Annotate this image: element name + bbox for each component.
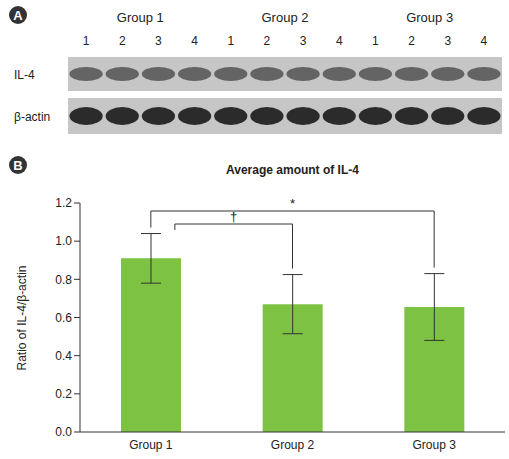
svg-text:4: 4 (336, 34, 343, 48)
svg-text:Group 2: Group 2 (271, 438, 315, 452)
svg-text:1: 1 (372, 34, 379, 48)
svg-text:Group 2: Group 2 (262, 10, 309, 25)
svg-text:Average amount of IL-4: Average amount of IL-4 (226, 163, 359, 177)
svg-text:1: 1 (227, 34, 234, 48)
svg-text:2: 2 (119, 34, 126, 48)
svg-text:*: * (290, 196, 295, 211)
svg-text:0.0: 0.0 (55, 425, 72, 439)
svg-text:4: 4 (191, 34, 198, 48)
svg-text:Group 3: Group 3 (412, 438, 456, 452)
svg-text:β-actin: β-actin (14, 110, 50, 124)
svg-text:3: 3 (155, 34, 162, 48)
svg-text:1: 1 (83, 34, 90, 48)
html-text:Ratio of IL-4/β-actin: Ratio of IL-4/β-actin (15, 265, 29, 370)
svg-text:†: † (230, 209, 237, 224)
svg-text:3: 3 (300, 34, 307, 48)
svg-text:3: 3 (444, 34, 451, 48)
svg-text:IL-4: IL-4 (14, 68, 35, 82)
svg-text:0.4: 0.4 (55, 349, 72, 363)
svg-text:Group 3: Group 3 (406, 10, 453, 25)
svg-text:B: B (13, 158, 22, 173)
svg-text:A: A (13, 8, 23, 23)
svg-text:0.2: 0.2 (55, 387, 72, 401)
svg-text:4: 4 (481, 34, 488, 48)
svg-text:2: 2 (264, 34, 271, 48)
svg-text:Group 1: Group 1 (129, 438, 173, 452)
svg-text:Group 1: Group 1 (117, 10, 164, 25)
svg-text:1.2: 1.2 (55, 196, 72, 210)
svg-text:0.8: 0.8 (55, 273, 72, 287)
svg-text:1.0: 1.0 (55, 234, 72, 248)
svg-text:2: 2 (408, 34, 415, 48)
svg-text:0.6: 0.6 (55, 311, 72, 325)
